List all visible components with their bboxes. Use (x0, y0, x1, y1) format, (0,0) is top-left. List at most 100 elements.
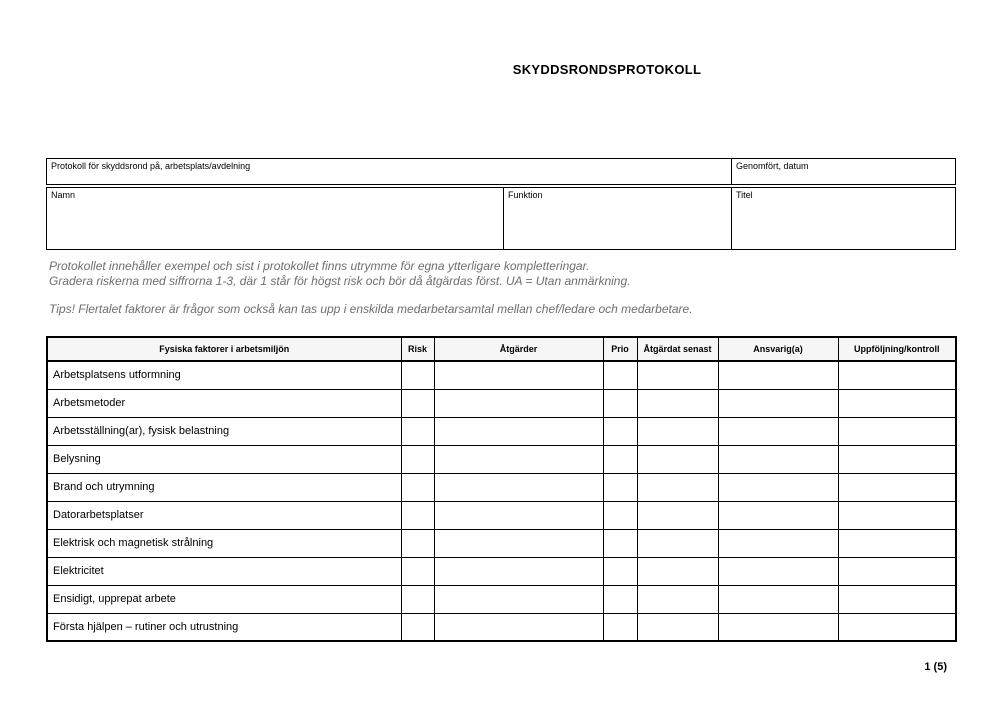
actions-cell (433, 584, 604, 614)
responsible-cell (717, 444, 839, 474)
title-field: Titel (731, 187, 956, 250)
risk-cell (400, 388, 435, 418)
actions-cell (433, 444, 604, 474)
followup-cell (837, 472, 957, 502)
factor-label: Elektrisk och magnetisk strålning (46, 528, 402, 558)
fixed-date-cell (636, 584, 719, 614)
header-form-bottom: Namn Funktion Titel (46, 187, 956, 250)
risk-cell (400, 556, 435, 586)
actions-cell (433, 528, 604, 558)
table-row: Arbetsplatsens utformning (46, 360, 957, 390)
prio-cell (602, 556, 638, 586)
page-number: 1 (5) (924, 661, 947, 673)
followup-cell (837, 360, 957, 390)
followup-cell (837, 612, 957, 642)
name-field: Namn (46, 187, 504, 250)
table-row: Brand och utrymning (46, 472, 957, 502)
factor-label: Första hjälpen – rutiner och utrustning (46, 612, 402, 642)
actions-cell (433, 388, 604, 418)
followup-cell (837, 528, 957, 558)
risk-cell (400, 612, 435, 642)
responsible-cell (717, 500, 839, 530)
fixed-date-cell (636, 612, 719, 642)
column-header-risk: Risk (400, 336, 435, 362)
responsible-cell (717, 612, 839, 642)
prio-cell (602, 444, 638, 474)
table-row: Datorarbetsplatser (46, 500, 957, 530)
factor-label: Arbetsmetoder (46, 388, 402, 418)
actions-cell (433, 556, 604, 586)
tips-text: Tips! Flertalet faktorer är frågor som o… (49, 302, 693, 316)
followup-cell (837, 388, 957, 418)
form-row: Namn Funktion Titel (46, 187, 956, 250)
table-row: Arbetsställning(ar), fysisk belastning (46, 416, 957, 446)
actions-cell (433, 416, 604, 446)
actions-cell (433, 612, 604, 642)
followup-cell (837, 556, 957, 586)
prio-cell (602, 472, 638, 502)
responsible-cell (717, 528, 839, 558)
responsible-cell (717, 556, 839, 586)
risk-cell (400, 472, 435, 502)
fixed-date-cell (636, 472, 719, 502)
prio-cell (602, 528, 638, 558)
column-header-fixed-date: Åtgärdat senast (636, 336, 719, 362)
followup-cell (837, 416, 957, 446)
factor-label: Arbetsställning(ar), fysisk belastning (46, 416, 402, 446)
fixed-date-cell (636, 444, 719, 474)
factor-label: Belysning (46, 444, 402, 474)
risk-cell (400, 416, 435, 446)
actions-cell (433, 472, 604, 502)
responsible-cell (717, 388, 839, 418)
function-field: Funktion (503, 187, 732, 250)
followup-cell (837, 500, 957, 530)
workplace-field: Protokoll för skyddsrond på, arbetsplats… (46, 158, 732, 185)
column-header-responsible: Ansvarig(a) (717, 336, 839, 362)
actions-cell (433, 360, 604, 390)
table-row: Första hjälpen – rutiner och utrustning (46, 612, 957, 642)
risk-cell (400, 444, 435, 474)
risk-cell (400, 500, 435, 530)
column-header-prio: Prio (602, 336, 638, 362)
prio-cell (602, 500, 638, 530)
fixed-date-cell (636, 556, 719, 586)
responsible-cell (717, 416, 839, 446)
followup-cell (837, 444, 957, 474)
risk-cell (400, 584, 435, 614)
risk-cell (400, 360, 435, 390)
prio-cell (602, 416, 638, 446)
prio-cell (602, 584, 638, 614)
intro-line-2: Gradera riskerna med siffrorna 1-3, där … (49, 273, 631, 288)
factors-table: Fysiska faktorer i arbetsmiljön Risk Åtg… (46, 336, 957, 642)
intro-line-1: Protokollet innehåller exempel och sist … (49, 259, 590, 273)
factor-label: Elektricitet (46, 556, 402, 586)
table-row: Elektricitet (46, 556, 957, 586)
fixed-date-cell (636, 416, 719, 446)
column-header-actions: Åtgärder (433, 336, 604, 362)
factor-label: Brand och utrymning (46, 472, 402, 502)
fixed-date-cell (636, 528, 719, 558)
responsible-cell (717, 472, 839, 502)
column-header-factors: Fysiska faktorer i arbetsmiljön (46, 336, 402, 362)
form-row: Protokoll för skyddsrond på, arbetsplats… (46, 158, 956, 185)
prio-cell (602, 612, 638, 642)
table-row: Arbetsmetoder (46, 388, 957, 418)
actions-cell (433, 500, 604, 530)
factor-label: Ensidigt, upprepat arbete (46, 584, 402, 614)
fixed-date-cell (636, 360, 719, 390)
responsible-cell (717, 584, 839, 614)
table-row: Ensidigt, upprepat arbete (46, 584, 957, 614)
table-header-row: Fysiska faktorer i arbetsmiljön Risk Åtg… (46, 336, 957, 362)
responsible-cell (717, 360, 839, 390)
prio-cell (602, 360, 638, 390)
date-field: Genomfört, datum (731, 158, 956, 185)
prio-cell (602, 388, 638, 418)
followup-cell (837, 584, 957, 614)
header-form-top: Protokoll för skyddsrond på, arbetsplats… (46, 158, 956, 185)
intro-text: Protokollet innehåller exempel och sist … (49, 259, 630, 288)
page-title: SKYDDSRONDSPROTOKOLL (512, 62, 702, 77)
table-row: Elektrisk och magnetisk strålning (46, 528, 957, 558)
table-row: Belysning (46, 444, 957, 474)
factor-label: Arbetsplatsens utformning (46, 360, 402, 390)
